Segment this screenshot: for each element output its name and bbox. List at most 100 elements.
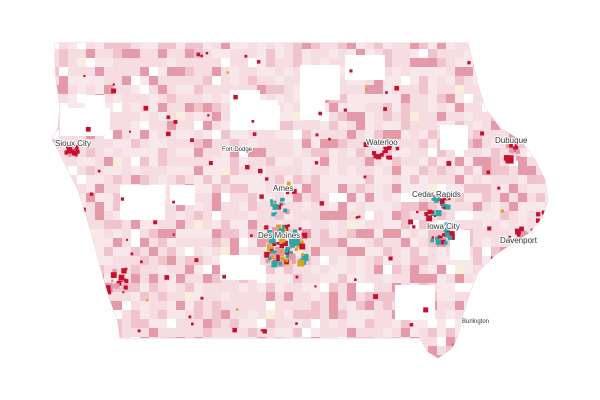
precinct-cell (194, 67, 203, 76)
precinct-cell (419, 112, 428, 121)
precinct-cell (140, 355, 149, 358)
precinct-cell (536, 292, 545, 301)
precinct-cell (212, 175, 221, 184)
precinct-hotspot (426, 215, 433, 222)
town-precinct (354, 278, 357, 281)
precinct-cell (491, 49, 509, 58)
precinct-cell (122, 346, 131, 355)
precinct-cell (59, 238, 68, 247)
precinct-cell (293, 265, 302, 274)
precinct-cell (338, 157, 347, 166)
precinct-cell (203, 211, 212, 220)
precinct-cell (95, 139, 104, 148)
precinct-cell (122, 76, 131, 85)
precinct-cell (122, 256, 131, 265)
precinct-cell (509, 67, 518, 76)
precinct-hotspot (269, 241, 275, 247)
town-precinct (497, 186, 501, 190)
precinct-cell (230, 76, 239, 85)
precinct-cell (320, 292, 329, 301)
precinct-cell (221, 328, 230, 337)
precinct-cell (113, 157, 122, 166)
precinct-hotspot (280, 256, 285, 261)
precinct-hotspot (505, 144, 510, 149)
precinct-cell (536, 139, 548, 148)
precinct-cell (482, 292, 500, 301)
precinct-hotspot (375, 154, 382, 160)
precinct-cell (545, 256, 548, 265)
precinct-cell (113, 247, 122, 256)
precinct-cell (536, 67, 545, 76)
precinct-cell (536, 130, 545, 139)
precinct-cell (320, 175, 329, 184)
precinct-cell (320, 193, 329, 202)
precinct-cell (52, 220, 59, 229)
precinct-cell (212, 85, 221, 94)
precinct-hotspot (453, 348, 459, 353)
precinct-cell (419, 175, 428, 184)
precinct-cell (311, 292, 320, 301)
precinct-cell (491, 292, 500, 301)
precinct-cell (545, 175, 548, 184)
town-precinct (395, 146, 400, 151)
precinct-cell (185, 328, 194, 337)
precinct-cell (428, 229, 437, 238)
precinct-cell (52, 319, 59, 328)
precinct-cell (527, 157, 536, 166)
precinct-cell (140, 121, 149, 130)
precinct-cell (401, 202, 410, 211)
city-label-burlington: Burlington (462, 319, 489, 325)
precinct-hotspot (67, 153, 71, 157)
precinct-cell (428, 112, 437, 121)
precinct-hotspot (280, 197, 285, 202)
precinct-cell (140, 319, 149, 328)
precinct-cell (338, 202, 347, 211)
precinct-cell (374, 175, 383, 184)
precinct-cell (257, 256, 266, 265)
precinct-cell (356, 157, 365, 166)
precinct-cell (473, 148, 482, 157)
precinct-cell (527, 274, 545, 283)
precinct-cell (383, 76, 392, 85)
precinct-cell (52, 148, 59, 157)
precinct-cell (212, 49, 221, 58)
precinct-cell (221, 319, 230, 328)
precinct-cell (185, 283, 194, 292)
precinct-cell (122, 157, 131, 166)
precinct-cell (410, 220, 419, 229)
precinct-hotspot (373, 154, 378, 159)
town-precinct (214, 338, 218, 342)
precinct-cell (194, 301, 203, 310)
precinct-hotspot (444, 232, 450, 238)
precinct-cell (518, 67, 536, 76)
precinct-cell (356, 148, 365, 157)
precinct-cell (437, 319, 446, 328)
precinct-cell (176, 328, 185, 337)
precinct-cell (320, 328, 329, 337)
precinct-cell (221, 346, 230, 355)
precinct-cell (509, 346, 518, 358)
town-precinct (515, 283, 520, 289)
precinct-cell (482, 112, 491, 121)
precinct-cell (284, 211, 293, 220)
town-precinct (205, 51, 209, 55)
precinct-cell (518, 58, 527, 67)
precinct-cell (230, 292, 239, 301)
precinct-cell (338, 94, 347, 103)
precinct-hotspot (442, 206, 447, 210)
precinct-cell (473, 229, 482, 238)
precinct-cell (437, 157, 446, 166)
precinct-cell (95, 265, 104, 274)
precinct-cell (104, 76, 113, 85)
precinct-cell (86, 274, 95, 283)
precinct-cell (248, 85, 257, 94)
precinct-cell (338, 112, 347, 121)
precinct-cell (500, 103, 509, 112)
precinct-cell (212, 148, 221, 157)
precinct-hotspot (292, 229, 298, 234)
precinct-cell (527, 58, 536, 67)
precinct-cell (284, 346, 302, 355)
precinct-cell (347, 49, 356, 58)
precinct-cell (104, 94, 113, 103)
precinct-cell (212, 220, 221, 229)
